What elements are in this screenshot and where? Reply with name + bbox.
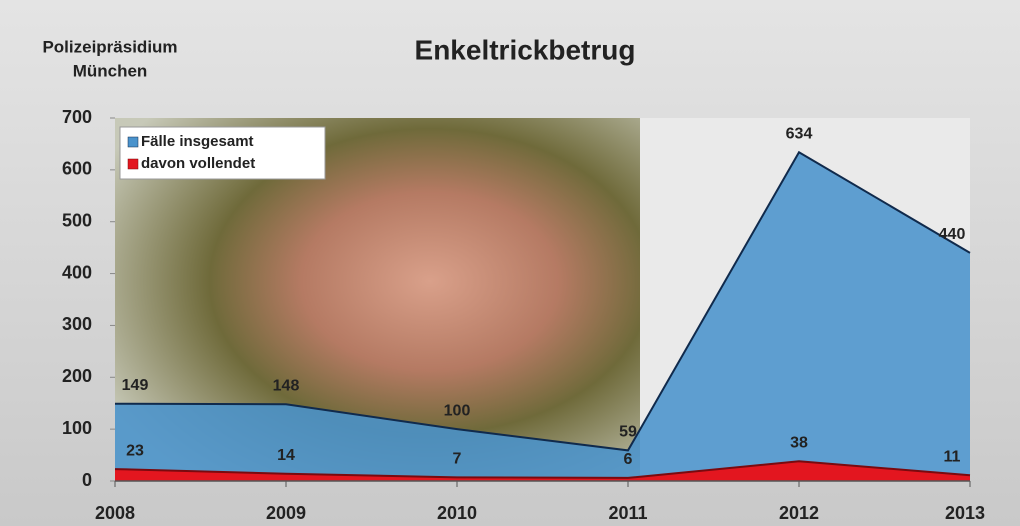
corner-label: München <box>73 61 148 80</box>
x-tick-label: 2013 <box>945 503 985 523</box>
x-tick-label: 2010 <box>437 503 477 523</box>
y-tick-label: 0 <box>82 470 92 490</box>
data-label: 14 <box>277 447 295 464</box>
data-label: 23 <box>126 442 144 459</box>
legend-swatch <box>127 158 139 170</box>
y-tick-label: 400 <box>62 262 92 282</box>
y-tick-label: 100 <box>62 418 92 438</box>
x-tick-label: 2008 <box>95 503 135 523</box>
chart-title: Enkeltrickbetrug <box>415 34 636 65</box>
x-tick-label: 2011 <box>608 503 647 523</box>
data-label: 634 <box>786 125 813 142</box>
y-tick-label: 500 <box>62 210 92 230</box>
data-label: 6 <box>624 451 633 468</box>
data-label: 149 <box>122 377 149 394</box>
data-label: 440 <box>939 226 966 243</box>
legend <box>119 126 326 180</box>
area-outline <box>114 460 971 479</box>
data-label: 148 <box>273 377 300 394</box>
legend-label: davon vollendet <box>141 155 255 172</box>
legend-swatch <box>127 136 139 148</box>
y-tick-label: 300 <box>62 314 92 334</box>
x-tick-label: 2012 <box>779 503 819 523</box>
legend-label: Fälle insgesamt <box>141 133 254 150</box>
area-outline <box>114 150 971 452</box>
y-tick-label: 200 <box>62 366 92 386</box>
x-tick-label: 2009 <box>266 503 306 523</box>
data-label: 11 <box>944 449 961 466</box>
data-label: 100 <box>444 402 471 419</box>
corner-label: Polizeipräsidium <box>42 37 177 56</box>
data-label: 38 <box>790 435 808 452</box>
area <box>115 152 970 481</box>
y-tick-label: 600 <box>62 159 92 179</box>
y-tick-label: 700 <box>62 107 92 127</box>
data-label: 59 <box>619 424 637 441</box>
data-label: 7 <box>453 451 462 468</box>
